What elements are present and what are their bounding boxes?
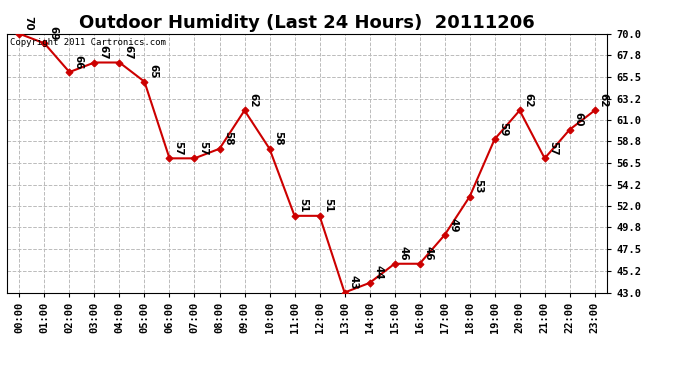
Text: 62: 62 [598, 93, 609, 108]
Text: 46: 46 [398, 246, 408, 261]
Text: 69: 69 [48, 26, 58, 40]
Text: 58: 58 [273, 131, 284, 146]
Text: 49: 49 [448, 217, 458, 232]
Text: 51: 51 [298, 198, 308, 213]
Text: 65: 65 [148, 64, 158, 79]
Text: 67: 67 [98, 45, 108, 60]
Text: 66: 66 [73, 55, 83, 69]
Text: 70: 70 [23, 16, 33, 31]
Text: 59: 59 [498, 122, 509, 136]
Text: 60: 60 [573, 112, 584, 127]
Text: 57: 57 [549, 141, 558, 156]
Text: 51: 51 [324, 198, 333, 213]
Text: 44: 44 [373, 265, 384, 280]
Text: 62: 62 [248, 93, 258, 108]
Text: 62: 62 [524, 93, 533, 108]
Text: Copyright 2011 Cartronics.com: Copyright 2011 Cartronics.com [10, 38, 166, 46]
Text: 53: 53 [473, 179, 484, 194]
Text: 46: 46 [424, 246, 433, 261]
Text: 67: 67 [124, 45, 133, 60]
Text: 57: 57 [173, 141, 184, 156]
Text: 57: 57 [198, 141, 208, 156]
Text: 58: 58 [224, 131, 233, 146]
Text: 43: 43 [348, 275, 358, 290]
Title: Outdoor Humidity (Last 24 Hours)  20111206: Outdoor Humidity (Last 24 Hours) 2011120… [79, 14, 535, 32]
